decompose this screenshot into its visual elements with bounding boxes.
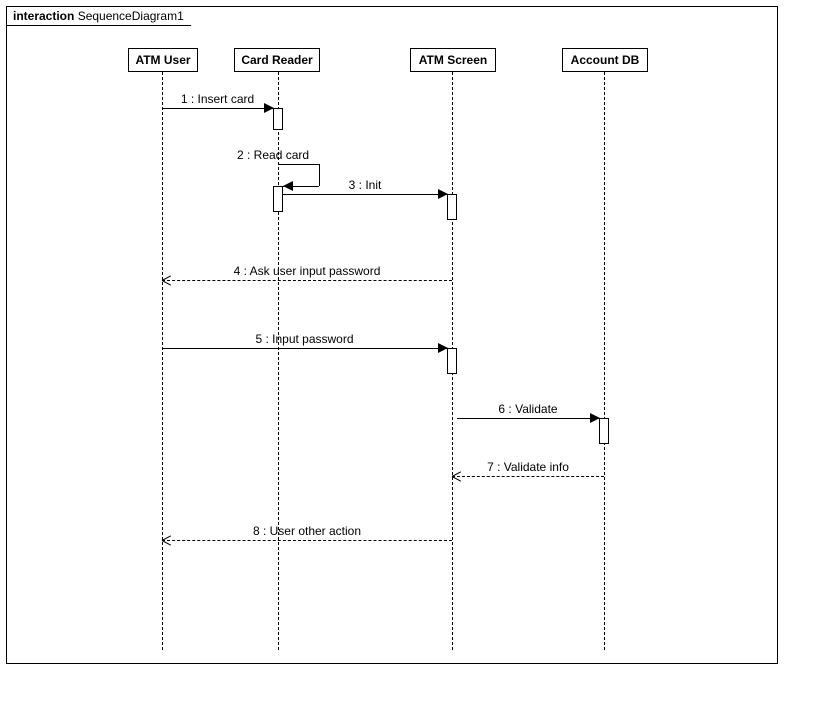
participant-atm-user: ATM User [128, 48, 198, 72]
participant-account-db: Account DB [562, 48, 648, 72]
message-label: 4 : Ask user input password [232, 264, 383, 278]
arrow-right-icon [264, 103, 274, 113]
message-read-card: 2 : Read card [283, 164, 319, 186]
frame-name: SequenceDiagram1 [78, 9, 184, 23]
activation-bar [447, 194, 457, 220]
participant-atm-screen: ATM Screen [410, 48, 496, 72]
arrow-right-icon [438, 189, 448, 199]
message-label: 6 : Validate [496, 402, 559, 416]
sequence-diagram: interaction SequenceDiagram1 ATM User Ca… [0, 0, 820, 709]
participant-label: Account DB [571, 53, 640, 67]
lifeline-atm-user [162, 72, 163, 650]
participant-label: Card Reader [241, 53, 312, 67]
arrow-left-open-icon [162, 535, 172, 545]
message-label: 5 : Input password [253, 332, 355, 346]
arrow-right-icon [438, 343, 448, 353]
participant-card-reader: Card Reader [234, 48, 320, 72]
message-label: 3 : Init [347, 178, 384, 192]
activation-bar [273, 186, 283, 212]
activation-bar [273, 108, 283, 130]
arrow-left-open-icon [162, 275, 172, 285]
message-label: 1 : Insert card [179, 92, 256, 106]
arrow-right-icon [590, 413, 600, 423]
message-label: 2 : Read card [237, 148, 309, 162]
participant-label: ATM User [135, 53, 190, 67]
message-label: 8 : User other action [251, 524, 363, 538]
activation-bar [599, 418, 609, 444]
participant-label: ATM Screen [419, 53, 487, 67]
arrow-left-icon [283, 181, 293, 191]
frame-title: interaction SequenceDiagram1 [6, 6, 203, 26]
activation-bar [447, 348, 457, 374]
lifeline-account-db [604, 72, 605, 650]
arrow-left-open-icon [452, 471, 462, 481]
diagram-frame: interaction SequenceDiagram1 [6, 6, 778, 664]
message-label: 7 : Validate info [485, 460, 571, 474]
frame-keyword: interaction [13, 9, 74, 23]
